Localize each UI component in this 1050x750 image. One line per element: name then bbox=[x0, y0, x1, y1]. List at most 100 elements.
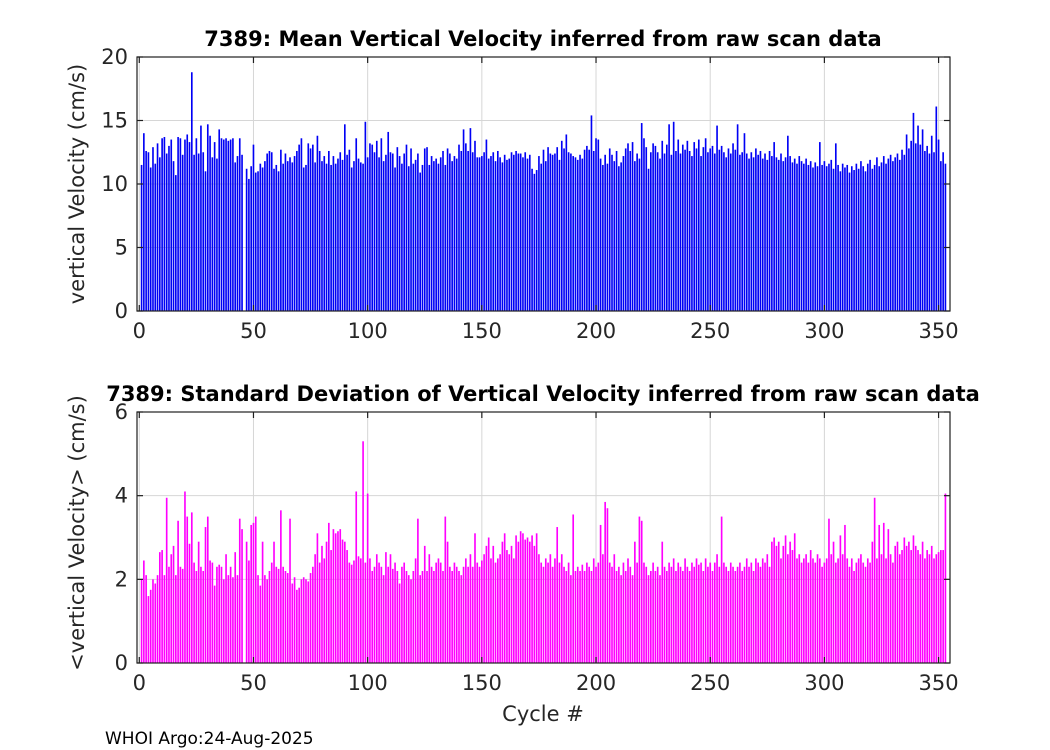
bar bbox=[261, 541, 264, 663]
bar bbox=[444, 516, 447, 663]
bar bbox=[901, 550, 903, 663]
bar bbox=[627, 558, 629, 663]
bar bbox=[732, 143, 734, 311]
std-chart-tick-labels: 0 50 100 150 200 250 300 350 0 2 4 6 bbox=[115, 400, 959, 695]
bar bbox=[238, 138, 241, 311]
bar bbox=[574, 570, 577, 663]
bar bbox=[846, 558, 849, 663]
bar bbox=[296, 150, 298, 311]
bar bbox=[588, 566, 590, 663]
bar bbox=[821, 566, 823, 663]
bar bbox=[862, 562, 865, 663]
bar bbox=[140, 164, 143, 311]
bar bbox=[654, 570, 657, 663]
bar bbox=[497, 150, 499, 311]
bar bbox=[759, 566, 762, 663]
bar bbox=[796, 163, 798, 311]
bar bbox=[257, 171, 259, 311]
bar bbox=[300, 138, 303, 311]
bar bbox=[668, 124, 670, 311]
bar bbox=[316, 135, 319, 311]
bar bbox=[702, 570, 705, 663]
bar bbox=[515, 150, 517, 311]
bar bbox=[697, 564, 700, 663]
bar bbox=[213, 585, 216, 663]
bar bbox=[608, 148, 611, 311]
bar bbox=[590, 115, 593, 311]
bar bbox=[371, 144, 374, 311]
bar bbox=[919, 554, 922, 663]
bar bbox=[268, 570, 271, 663]
bar bbox=[745, 558, 748, 663]
bar bbox=[314, 554, 316, 663]
bar bbox=[471, 566, 474, 663]
bar bbox=[551, 154, 554, 311]
bar bbox=[752, 157, 755, 311]
std-chart-ylabel: <vertical Velocity> (cm/s) bbox=[65, 395, 89, 671]
bar bbox=[442, 150, 444, 311]
bar bbox=[305, 164, 307, 311]
bar bbox=[524, 152, 527, 311]
bar bbox=[451, 570, 453, 663]
bar bbox=[643, 562, 645, 663]
bar bbox=[768, 150, 771, 311]
bar bbox=[873, 497, 876, 663]
bar bbox=[435, 562, 437, 663]
bar bbox=[903, 154, 906, 311]
bar bbox=[684, 149, 686, 311]
bar bbox=[257, 575, 259, 663]
bar bbox=[426, 570, 428, 663]
bar bbox=[469, 128, 472, 311]
bar bbox=[576, 159, 579, 311]
bar bbox=[624, 570, 627, 663]
bar bbox=[298, 587, 300, 663]
bar bbox=[211, 157, 214, 311]
bar bbox=[236, 575, 239, 663]
bar bbox=[359, 558, 362, 663]
bar bbox=[195, 570, 198, 663]
bar bbox=[599, 524, 602, 663]
y-tick-label: 4 bbox=[115, 484, 128, 508]
bar bbox=[382, 161, 385, 311]
bar bbox=[898, 554, 901, 663]
bar bbox=[252, 144, 255, 311]
bar bbox=[574, 157, 577, 311]
bar bbox=[670, 154, 673, 311]
bar bbox=[825, 166, 828, 311]
bar bbox=[887, 158, 890, 311]
bar bbox=[777, 541, 780, 663]
bar bbox=[704, 138, 707, 311]
bar bbox=[819, 558, 821, 663]
mean-chart-title: 7389: Mean Vertical Velocity inferred fr… bbox=[204, 27, 881, 51]
bar bbox=[172, 545, 175, 663]
bar bbox=[697, 139, 700, 311]
bar bbox=[140, 579, 143, 663]
bar bbox=[531, 168, 533, 311]
bar bbox=[478, 157, 481, 311]
bar bbox=[490, 558, 492, 663]
bar bbox=[396, 570, 399, 663]
bar bbox=[270, 562, 273, 663]
x-tick-label: 100 bbox=[348, 671, 388, 695]
bar bbox=[551, 566, 554, 663]
bar bbox=[586, 562, 588, 663]
std-vertical-velocity-chart: 0 50 100 150 200 250 300 350 0 2 4 6 7389: Standard… bbox=[65, 382, 980, 726]
bar bbox=[197, 541, 200, 663]
bar bbox=[695, 148, 698, 311]
y-tick-label: 0 bbox=[115, 651, 128, 675]
bar bbox=[713, 562, 716, 663]
bar bbox=[369, 558, 371, 663]
bar bbox=[437, 163, 440, 311]
bar bbox=[885, 558, 887, 663]
bar bbox=[291, 583, 294, 663]
bar bbox=[892, 161, 894, 311]
y-tick-label: 2 bbox=[115, 567, 128, 591]
bar bbox=[880, 162, 883, 311]
bar bbox=[855, 163, 858, 311]
bar bbox=[213, 142, 216, 311]
bar bbox=[647, 168, 650, 311]
bar bbox=[177, 137, 179, 311]
bar bbox=[638, 158, 641, 311]
bar bbox=[661, 541, 664, 663]
bar bbox=[645, 147, 648, 311]
